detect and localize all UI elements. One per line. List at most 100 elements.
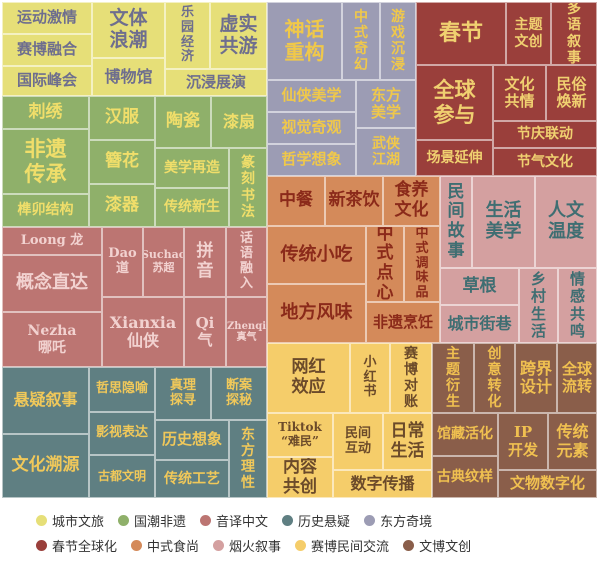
treemap-cell: Xianxia 仙侠	[102, 297, 184, 367]
treemap-cell: 文化溯源	[2, 434, 89, 498]
treemap-cell: 汉服	[89, 96, 155, 140]
treemap-cell: 乡村生活	[519, 268, 558, 343]
treemap-cell: 民俗焕新	[546, 65, 597, 121]
treemap-cell-label: 生活美学	[485, 200, 522, 242]
treemap-cell-label: 东方理性	[240, 426, 255, 492]
treemap-cell-label: 历史想象	[161, 430, 222, 449]
legend-marker	[282, 515, 294, 526]
treemap-cell-label: 内容共创	[283, 457, 317, 497]
treemap-cell: 国际峰会	[2, 66, 92, 96]
treemap-cell-label: 新茶饮	[328, 190, 380, 211]
treemap-cell: 传统元素	[548, 413, 597, 470]
treemap-cell-label: 拼音	[196, 241, 214, 281]
treemap-cell-label: 游戏沉浸	[390, 8, 405, 74]
treemap-cell: 场景延伸	[416, 140, 493, 176]
treemap-cell-label: 真理探寻	[169, 377, 196, 408]
treemap-cell: Qi 气	[184, 297, 226, 367]
treemap-cell: 传统小吃	[267, 226, 366, 284]
treemap-cell-label: 视觉奇观	[281, 118, 342, 137]
legend-row: 春节全球化 中式食尚 烟火叙事 赛博民间交流 文博文创	[0, 533, 600, 558]
treemap-cell-label: 美学再造	[164, 159, 220, 176]
treemap-cell-label: 地方风味	[280, 302, 353, 324]
treemap-cell-label: 武侠江湖	[371, 135, 400, 168]
treemap-cell: 真理探寻	[155, 367, 211, 420]
treemap-cell: 乐园经济	[165, 2, 210, 69]
treemap-cell-label: 沉浸展演	[185, 72, 246, 91]
treemap-cell-label: 运动激情	[16, 8, 77, 27]
treemap-cell-label: 民俗焕新	[556, 74, 587, 110]
treemap-cell-label: 篆刻书法	[240, 155, 255, 220]
treemap-cell-label: Nezha 哪吒	[27, 323, 77, 356]
treemap-cell: 小红书	[350, 343, 390, 413]
treemap-cell-label: 节庆联动	[517, 126, 573, 143]
treemap-cell: 簪花	[89, 140, 155, 184]
treemap-cell-label: Dao 道	[108, 246, 137, 276]
treemap-cell-label: Xianxia 仙侠	[109, 312, 177, 350]
treemap-cell-label: 节气文化	[517, 153, 573, 170]
treemap-cell-label: 日常生活	[390, 420, 425, 461]
legend-marker	[131, 540, 143, 551]
legend-item: 国潮非遗	[118, 511, 186, 530]
legend-item: 音译中文	[200, 511, 268, 530]
treemap-cell: 民间互动	[333, 413, 383, 470]
treemap-cell-label: 断案探秘	[225, 377, 252, 408]
treemap-cell-label: Qi 气	[195, 313, 215, 349]
legend-marker	[200, 515, 212, 526]
treemap-cell-label: 文化共情	[504, 74, 535, 110]
treemap-cell: 多语叙事	[551, 2, 597, 65]
legend-item: 东方奇境	[364, 511, 432, 530]
treemap-cell: 赛博融合	[2, 34, 92, 66]
legend-item: 中式食尚	[131, 536, 199, 555]
treemap-cell: 人文温度	[535, 176, 597, 268]
legend-marker	[118, 515, 130, 526]
legend-marker	[213, 540, 225, 551]
legend-marker	[36, 515, 47, 526]
treemap-cell: 博物馆	[92, 58, 165, 96]
treemap-cell-label: 神话重构	[284, 17, 325, 64]
treemap-cell: 新茶饮	[325, 176, 383, 226]
treemap-cell-label: 草根	[462, 275, 497, 296]
treemap-cell-label: Zhenqi 真气	[227, 320, 266, 344]
treemap-cell-label: 民间互动	[344, 425, 371, 456]
treemap-cell: 仙侠美学	[267, 80, 356, 112]
treemap-cell-label: 古典纹样	[437, 468, 493, 485]
treemap-cell-label: 悬疑叙事	[13, 390, 78, 410]
treemap-cell: 东方理性	[229, 420, 267, 498]
treemap-cell-label: 全球参与	[433, 77, 476, 127]
treemap-cell-label: 主题衍生	[445, 345, 460, 411]
legend-label: 赛博民间交流	[311, 540, 390, 555]
treemap-cell-label: 中餐	[279, 190, 313, 211]
treemap-cell: 食养文化	[383, 176, 440, 226]
treemap-cell-label: 哲学想象	[281, 150, 342, 169]
treemap-cell: 跨界设计	[515, 343, 557, 413]
treemap-cell-label: 传统小吃	[280, 243, 353, 265]
treemap-cell: 节庆联动	[493, 121, 597, 148]
treemap-cell: Dao 道	[102, 227, 143, 297]
treemap-cell-label: 国际峰会	[16, 71, 77, 90]
treemap-cell: 草根	[440, 268, 519, 305]
legend-item: 文博文创	[403, 536, 471, 555]
legend-marker	[295, 540, 307, 551]
treemap-cell-label: 创意转化	[487, 345, 502, 411]
treemap-cell: 视觉奇观	[267, 112, 356, 144]
treemap-cell: 内容共创	[267, 457, 333, 498]
treemap-cell-label: 春节	[438, 19, 483, 46]
treemap-cell: 沉浸展演	[165, 69, 267, 96]
treemap-cell: Zhenqi 真气	[226, 297, 267, 367]
treemap-cell-label: 非遗烹饪	[372, 312, 433, 331]
legend-label: 春节全球化	[52, 540, 118, 555]
treemap-cell: 文体浪潮	[92, 2, 165, 58]
treemap-cell-label: 多语叙事	[566, 2, 581, 65]
treemap-cell: 概念直达	[2, 255, 102, 312]
treemap-cell-label: 博物馆	[104, 66, 153, 86]
treemap-cell: 中式调味品	[404, 226, 440, 302]
treemap-cell: 漆扇	[211, 96, 267, 148]
treemap-cell: Loong 龙	[2, 227, 102, 255]
treemap-cell: 哲学想象	[267, 144, 356, 176]
treemap-cell: 主题文创	[506, 2, 551, 65]
treemap-cell: Suchao 苏超	[143, 227, 184, 297]
treemap-cell-label: 漆扇	[222, 111, 255, 131]
legend-item: 历史悬疑	[282, 511, 350, 530]
treemap-cell-label: 传统元素	[556, 422, 589, 460]
legend-label: 音译中文	[216, 515, 269, 530]
